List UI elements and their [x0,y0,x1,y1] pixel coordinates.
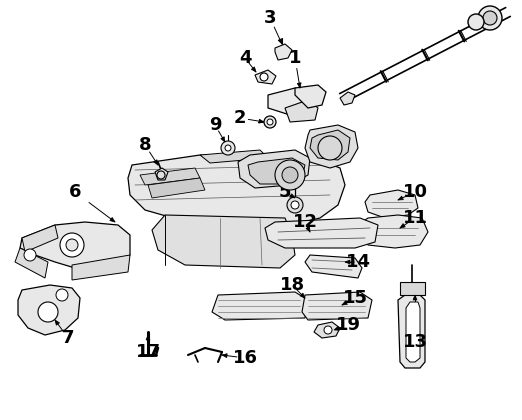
Polygon shape [146,335,150,340]
Circle shape [478,6,502,30]
Polygon shape [398,196,404,200]
Polygon shape [152,215,295,268]
Polygon shape [400,282,425,295]
Polygon shape [275,44,292,60]
Circle shape [318,136,342,160]
Polygon shape [285,100,318,122]
Circle shape [264,116,276,128]
Polygon shape [22,225,58,252]
Text: 7: 7 [62,329,74,347]
Polygon shape [265,218,378,248]
Text: 9: 9 [209,116,221,134]
Polygon shape [251,67,256,72]
Circle shape [260,73,268,81]
Polygon shape [362,215,428,248]
Circle shape [275,160,305,190]
Polygon shape [55,320,60,325]
Text: 16: 16 [232,349,257,367]
Polygon shape [200,150,268,163]
Text: 10: 10 [402,183,428,201]
Circle shape [291,201,299,209]
Circle shape [66,239,78,251]
Polygon shape [342,301,347,305]
Text: 18: 18 [279,276,304,294]
Polygon shape [334,326,339,330]
Text: 8: 8 [139,136,151,154]
Text: 14: 14 [346,253,371,271]
Polygon shape [18,285,80,335]
Text: 12: 12 [292,213,317,231]
Polygon shape [110,218,115,222]
Polygon shape [15,248,48,278]
Polygon shape [221,136,225,142]
Circle shape [225,145,231,151]
Polygon shape [259,119,264,123]
Polygon shape [302,292,372,320]
Polygon shape [278,39,282,44]
Circle shape [157,171,165,179]
Text: 4: 4 [239,49,251,67]
Polygon shape [297,83,301,88]
Circle shape [60,233,84,257]
Circle shape [24,249,36,261]
Polygon shape [72,255,130,280]
Polygon shape [155,168,168,180]
Polygon shape [398,295,425,368]
Polygon shape [314,322,340,338]
Polygon shape [365,190,418,218]
Polygon shape [128,155,345,228]
Polygon shape [248,158,305,184]
Circle shape [324,326,332,334]
Polygon shape [20,222,130,268]
Polygon shape [238,150,310,188]
Polygon shape [268,88,310,115]
Text: 17: 17 [136,343,160,361]
Circle shape [38,302,58,322]
Text: 15: 15 [342,289,367,307]
Polygon shape [300,293,305,298]
Text: 5: 5 [279,183,291,201]
Polygon shape [222,354,227,357]
Text: 6: 6 [69,183,81,201]
Polygon shape [406,302,420,362]
Circle shape [287,197,303,213]
Circle shape [221,141,235,155]
Polygon shape [140,168,200,185]
Text: 1: 1 [289,49,301,67]
Polygon shape [345,260,350,264]
Polygon shape [400,223,405,228]
Circle shape [56,289,68,301]
Circle shape [282,167,298,183]
Text: 11: 11 [402,209,428,227]
Polygon shape [212,292,308,320]
Polygon shape [148,178,205,198]
Text: 13: 13 [402,333,428,351]
Circle shape [267,119,273,125]
Polygon shape [306,227,310,232]
Polygon shape [305,255,362,278]
Text: 19: 19 [336,316,361,334]
Circle shape [483,11,497,25]
Polygon shape [413,295,417,300]
Polygon shape [255,70,276,84]
Text: 3: 3 [264,9,276,27]
Polygon shape [295,85,326,108]
Text: 2: 2 [234,109,246,127]
Polygon shape [305,125,358,168]
Polygon shape [290,194,295,198]
Polygon shape [310,130,350,160]
Polygon shape [153,160,158,165]
Polygon shape [340,92,355,105]
Circle shape [468,14,484,30]
